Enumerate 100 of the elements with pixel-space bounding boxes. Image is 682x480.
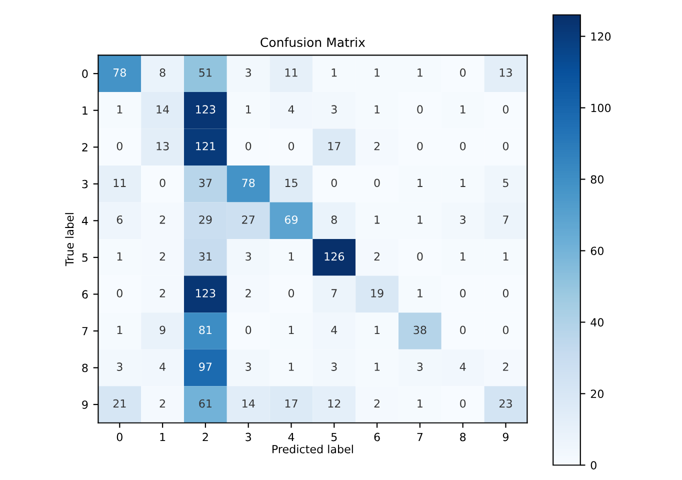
x-tick-label: 1 (160, 432, 166, 442)
data-label: 2 (246, 289, 251, 298)
data-label: 4 (331, 326, 338, 334)
data-label: 0 (460, 399, 466, 408)
data-label: 7 (503, 216, 508, 224)
data-label: 1 (418, 68, 422, 77)
data-label: 3 (246, 68, 251, 77)
data-label: 0 (460, 289, 466, 298)
data-label: 9 (160, 326, 166, 334)
data-label: 0 (502, 142, 509, 150)
data-label: 1 (460, 178, 466, 187)
data-label: 12 (328, 399, 340, 408)
data-label: 1 (117, 105, 122, 114)
data-label: 1 (117, 326, 122, 334)
data-label: 97 (199, 362, 212, 371)
y-tick-label: 3 (82, 180, 88, 188)
data-label: 2 (160, 399, 165, 408)
data-label: 0 (246, 326, 252, 334)
data-label: 1 (374, 326, 380, 334)
data-label: 0 (288, 142, 294, 150)
data-label: 0 (417, 142, 423, 150)
data-label: 7 (332, 289, 337, 298)
x-tick-label: 6 (374, 432, 380, 442)
y-tick-label: 8 (82, 364, 88, 372)
chart-title: Confusion Matrix (260, 37, 366, 48)
data-label: 5 (503, 178, 508, 188)
x-tick-label: 9 (502, 432, 508, 442)
data-label: 3 (116, 362, 122, 371)
data-label: 69 (284, 215, 298, 224)
data-label: 3 (460, 215, 466, 224)
data-label: 1 (460, 105, 466, 114)
data-label: 0 (460, 142, 466, 150)
data-label: 6 (116, 215, 122, 224)
data-label: 19 (371, 289, 384, 298)
x-tick-label: 0 (116, 432, 122, 442)
data-label: 14 (156, 105, 169, 114)
data-label: 1 (332, 68, 337, 77)
data-label: 31 (199, 252, 212, 261)
data-label: 61 (199, 399, 212, 408)
data-label: 0 (246, 142, 252, 150)
data-label: 1 (117, 252, 122, 260)
data-label: 1 (418, 289, 422, 298)
data-label: 0 (417, 105, 423, 114)
data-label: 0 (116, 289, 122, 298)
y-tick-label: 9 (82, 400, 88, 409)
data-label: 23 (499, 399, 512, 408)
data-label: 1 (374, 216, 380, 224)
data-label: 2 (503, 362, 508, 371)
data-label: 2 (160, 289, 165, 298)
y-tick-label: 7 (82, 327, 88, 336)
data-label: 0 (160, 178, 166, 188)
color-bar-label: 100 (591, 104, 611, 112)
data-label: 0 (502, 289, 509, 298)
y-tick-label: 5 (82, 254, 88, 262)
color-bar-label: 40 (590, 318, 604, 327)
data-label: 17 (328, 142, 340, 150)
data-label: 11 (114, 178, 126, 187)
data-label: 1 (374, 362, 380, 371)
x-tick-label: 8 (460, 432, 466, 442)
data-label: 38 (414, 326, 426, 334)
data-label: 3 (246, 252, 251, 261)
data-label: 1 (460, 252, 466, 260)
data-label: 78 (242, 178, 255, 188)
data-label: 3 (246, 362, 251, 371)
color-bar-label: 80 (590, 175, 604, 184)
data-label: 27 (242, 215, 254, 224)
data-label: 3 (331, 362, 337, 371)
data-label: 4 (160, 362, 166, 371)
data-label: 17 (285, 399, 298, 408)
data-label: 37 (199, 178, 212, 188)
data-label: 81 (199, 326, 212, 334)
data-label: 21 (113, 399, 126, 408)
data-label: 8 (331, 215, 337, 224)
color-bar-label: 120 (591, 32, 611, 41)
data-label: 0 (460, 68, 466, 77)
data-label: 51 (199, 68, 212, 77)
data-label: 2 (374, 399, 380, 408)
x-tick-label: 2 (202, 432, 208, 442)
data-label: 78 (114, 68, 126, 77)
data-label: 13 (500, 68, 512, 77)
data-label: 1 (374, 105, 380, 114)
x-axis-title: Predicted label (272, 444, 353, 454)
data-label: 1 (418, 216, 422, 224)
data-label: 1 (503, 252, 508, 260)
data-label: 3 (331, 105, 337, 114)
data-label: 4 (288, 105, 294, 114)
data-label: 0 (460, 326, 466, 334)
data-label: 1 (374, 68, 380, 77)
data-label: 1 (288, 326, 294, 334)
data-label: 2 (160, 215, 165, 224)
data-label: 29 (199, 215, 212, 224)
data-label: 11 (285, 68, 298, 77)
data-label: 1 (418, 178, 422, 187)
data-label: 0 (502, 326, 509, 334)
data-label: 8 (160, 68, 166, 77)
data-label: 15 (285, 178, 298, 188)
color-bar-label: 60 (590, 246, 604, 256)
y-tick-label: 4 (82, 216, 88, 225)
y-tick-label: 1 (82, 106, 88, 115)
color-bar-label: 20 (590, 390, 604, 398)
